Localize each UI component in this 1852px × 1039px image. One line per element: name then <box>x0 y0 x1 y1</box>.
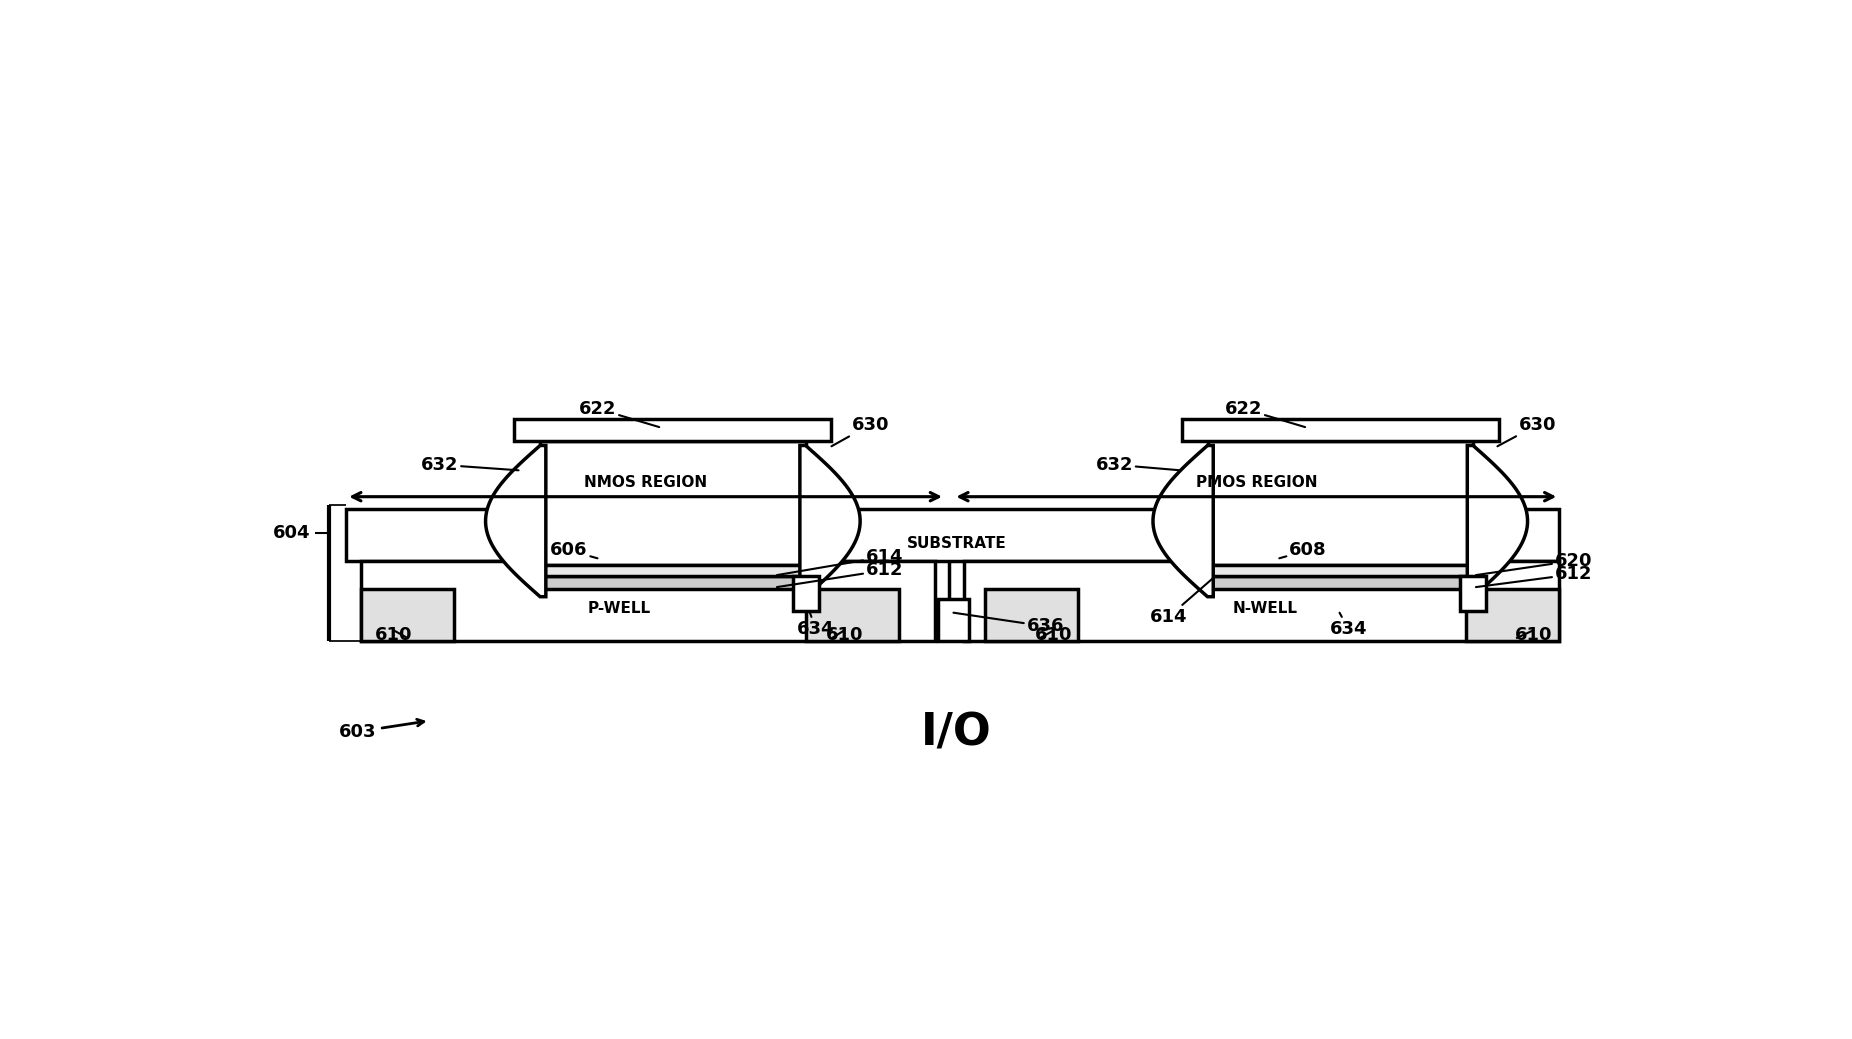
Bar <box>937 600 969 641</box>
Text: 622: 622 <box>1224 400 1306 427</box>
Polygon shape <box>800 446 859 596</box>
Bar <box>963 561 1559 641</box>
Text: 630: 630 <box>1498 416 1556 447</box>
Bar <box>361 589 454 641</box>
Bar <box>1208 565 1472 576</box>
Text: 634: 634 <box>796 613 835 638</box>
Text: N-WELL: N-WELL <box>1232 602 1298 616</box>
Polygon shape <box>1467 446 1528 596</box>
Bar <box>1467 589 1559 641</box>
Text: P-WELL: P-WELL <box>587 602 650 616</box>
Text: 610: 610 <box>1515 627 1552 644</box>
Bar <box>1208 442 1472 565</box>
Bar <box>806 589 898 641</box>
Polygon shape <box>485 446 546 596</box>
Bar <box>985 589 1078 641</box>
Polygon shape <box>1154 446 1213 596</box>
Bar <box>1459 576 1485 611</box>
Bar <box>793 576 819 611</box>
Bar <box>361 561 935 641</box>
Text: 634: 634 <box>1330 613 1367 638</box>
Text: 614: 614 <box>778 548 904 576</box>
Text: 632: 632 <box>1096 456 1180 474</box>
Text: 610: 610 <box>374 627 413 644</box>
Text: 612: 612 <box>778 561 904 587</box>
Text: I/O: I/O <box>920 712 991 754</box>
Bar <box>541 576 806 589</box>
Text: PMOS REGION: PMOS REGION <box>1196 475 1317 489</box>
Text: 608: 608 <box>1280 541 1326 559</box>
Bar <box>541 442 806 565</box>
Text: 606: 606 <box>550 541 598 559</box>
Text: 614: 614 <box>1150 577 1215 625</box>
Bar <box>515 419 832 442</box>
Bar <box>1208 576 1472 589</box>
Text: 610: 610 <box>826 627 863 644</box>
Bar <box>1182 419 1498 442</box>
Text: 630: 630 <box>832 416 889 447</box>
Text: 622: 622 <box>580 400 659 427</box>
Text: SUBSTRATE: SUBSTRATE <box>906 536 1006 552</box>
Text: 620: 620 <box>1476 552 1593 576</box>
Text: 636: 636 <box>954 613 1065 635</box>
Text: 603: 603 <box>339 719 424 741</box>
Bar <box>541 565 806 576</box>
Text: 604: 604 <box>272 524 311 541</box>
Text: 612: 612 <box>1476 565 1593 587</box>
Text: 610: 610 <box>1035 627 1072 644</box>
Text: NMOS REGION: NMOS REGION <box>583 475 707 489</box>
Text: 632: 632 <box>420 456 519 474</box>
Bar <box>346 509 1559 561</box>
